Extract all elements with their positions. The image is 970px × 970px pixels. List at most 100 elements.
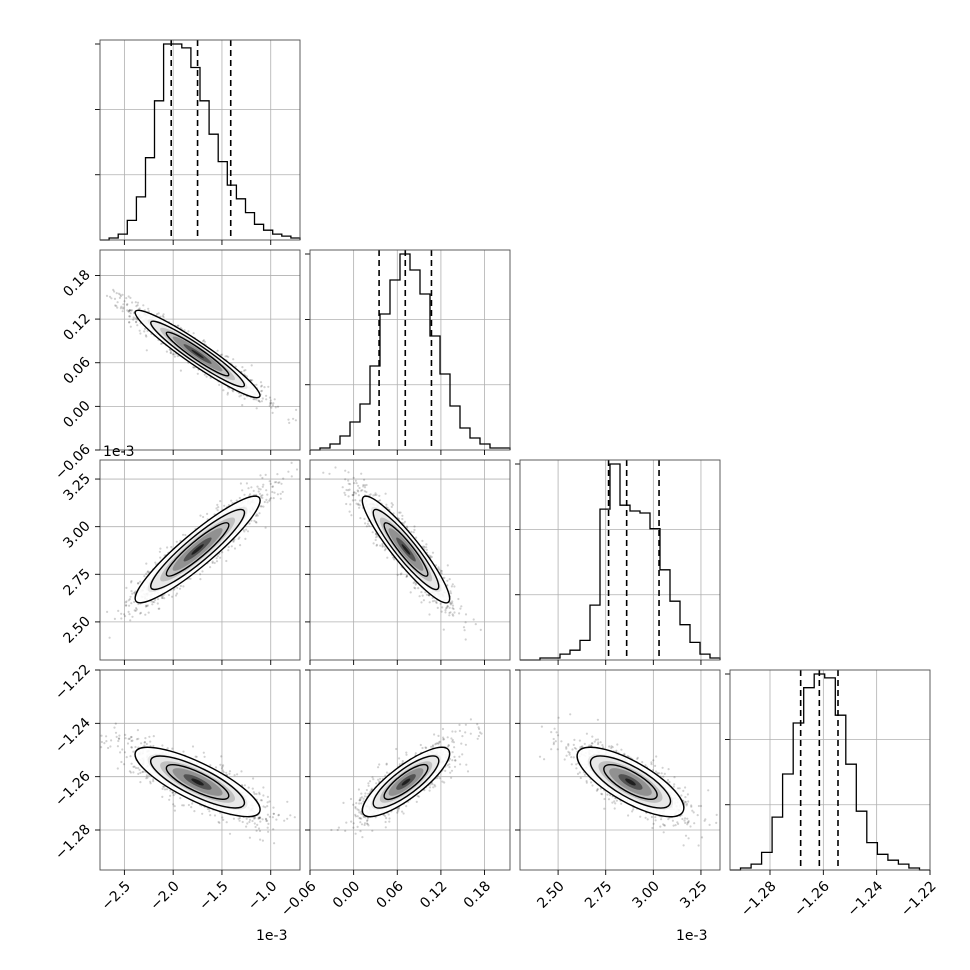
scatter-point [132,318,135,321]
scatter-point [245,482,248,485]
scatter-point [154,598,157,602]
scatter-point [479,628,482,632]
scatter-point [134,609,137,613]
scatter-point [235,499,238,502]
scatter-point [458,612,461,615]
scatter-point [202,339,205,342]
scatter-point [174,594,178,597]
scatter-point [265,394,268,397]
scatter-point [146,570,150,573]
scatter-point [270,406,273,409]
scatter-point [109,745,112,748]
scatter-point [261,397,264,400]
scatter-point [129,296,132,299]
scatter-point [133,591,136,594]
scatter-point [199,514,202,517]
scatter-point [349,503,352,506]
scatter-point [128,321,131,324]
scatter-point [232,358,235,361]
scatter-point [441,606,444,609]
scatter-point [127,610,130,614]
scatter-point [348,510,351,513]
scatter-point [261,496,264,499]
scatter-point [412,531,415,534]
scatter-point [259,488,262,491]
histogram-3 [730,673,930,871]
scatter-point [127,295,130,298]
scatter-point [162,313,165,316]
scatter-point [143,327,147,330]
scatter-point [153,601,156,604]
scatter-point [259,474,262,477]
scatter-point [161,744,164,747]
scatter-point [401,514,404,517]
scatter-point [219,556,222,559]
scatter-point [271,816,274,819]
scatter-point [189,577,192,580]
scatter-point [166,546,169,549]
scatter-point [264,473,267,476]
scatter-point [237,537,240,541]
scatter-point [271,411,274,414]
scatter-point [190,806,193,809]
scatter-point [275,481,278,484]
scatter-point [271,485,275,488]
scatter-point [435,600,438,604]
scatter-point [265,489,268,492]
scatter-point [161,787,164,791]
scatter-point [217,506,220,509]
scatter-point [271,490,274,494]
scatter-point [460,605,463,608]
scatter-point [334,466,337,469]
scatter-point [242,528,245,531]
scatter-point [238,496,241,500]
scatter-point [453,611,456,614]
scatter-point [341,486,344,489]
scatter-point [431,551,435,554]
scatter-point [176,586,179,589]
scatter-point [405,525,409,528]
scatter-point [345,488,348,492]
scatter-point [135,305,138,308]
scatter-point [146,571,149,574]
scatter-point [144,737,147,740]
scatter-point [151,600,154,604]
scatter-point [243,369,246,372]
scatter-point [269,482,272,485]
scatter-point [131,615,134,618]
scatter-point [263,386,266,389]
scatter-point [124,737,127,740]
scatter-point [414,587,417,590]
scatter-point [268,404,271,407]
scatter-point [110,739,113,742]
scatter-point [422,599,425,602]
scatter-point [243,397,246,400]
scatter-point [428,613,431,616]
scatter-point [128,309,131,312]
scatter-point [443,576,446,579]
scatter-point [363,478,366,481]
scatter-point [183,329,186,332]
scatter-point [159,556,162,559]
scatter-point [257,487,260,490]
scatter-point [409,591,412,594]
scatter-point [364,522,367,525]
scatter-point [344,478,347,481]
scatter-point [139,781,142,784]
scatter-point [168,798,171,801]
scatter-point [363,486,367,489]
scatter-point [130,602,133,605]
scatter-point [157,312,160,315]
scatter-point [351,499,354,502]
scatter-point [358,506,361,509]
scatter-point [356,489,359,492]
scatter-point [425,543,428,546]
scatter-point [446,564,449,567]
scatter-point [244,369,247,372]
scatter-point [192,332,195,335]
scatter-point [193,366,196,369]
scatter-point [127,599,130,602]
scatter-point [448,611,451,615]
scatter-point [345,502,348,506]
